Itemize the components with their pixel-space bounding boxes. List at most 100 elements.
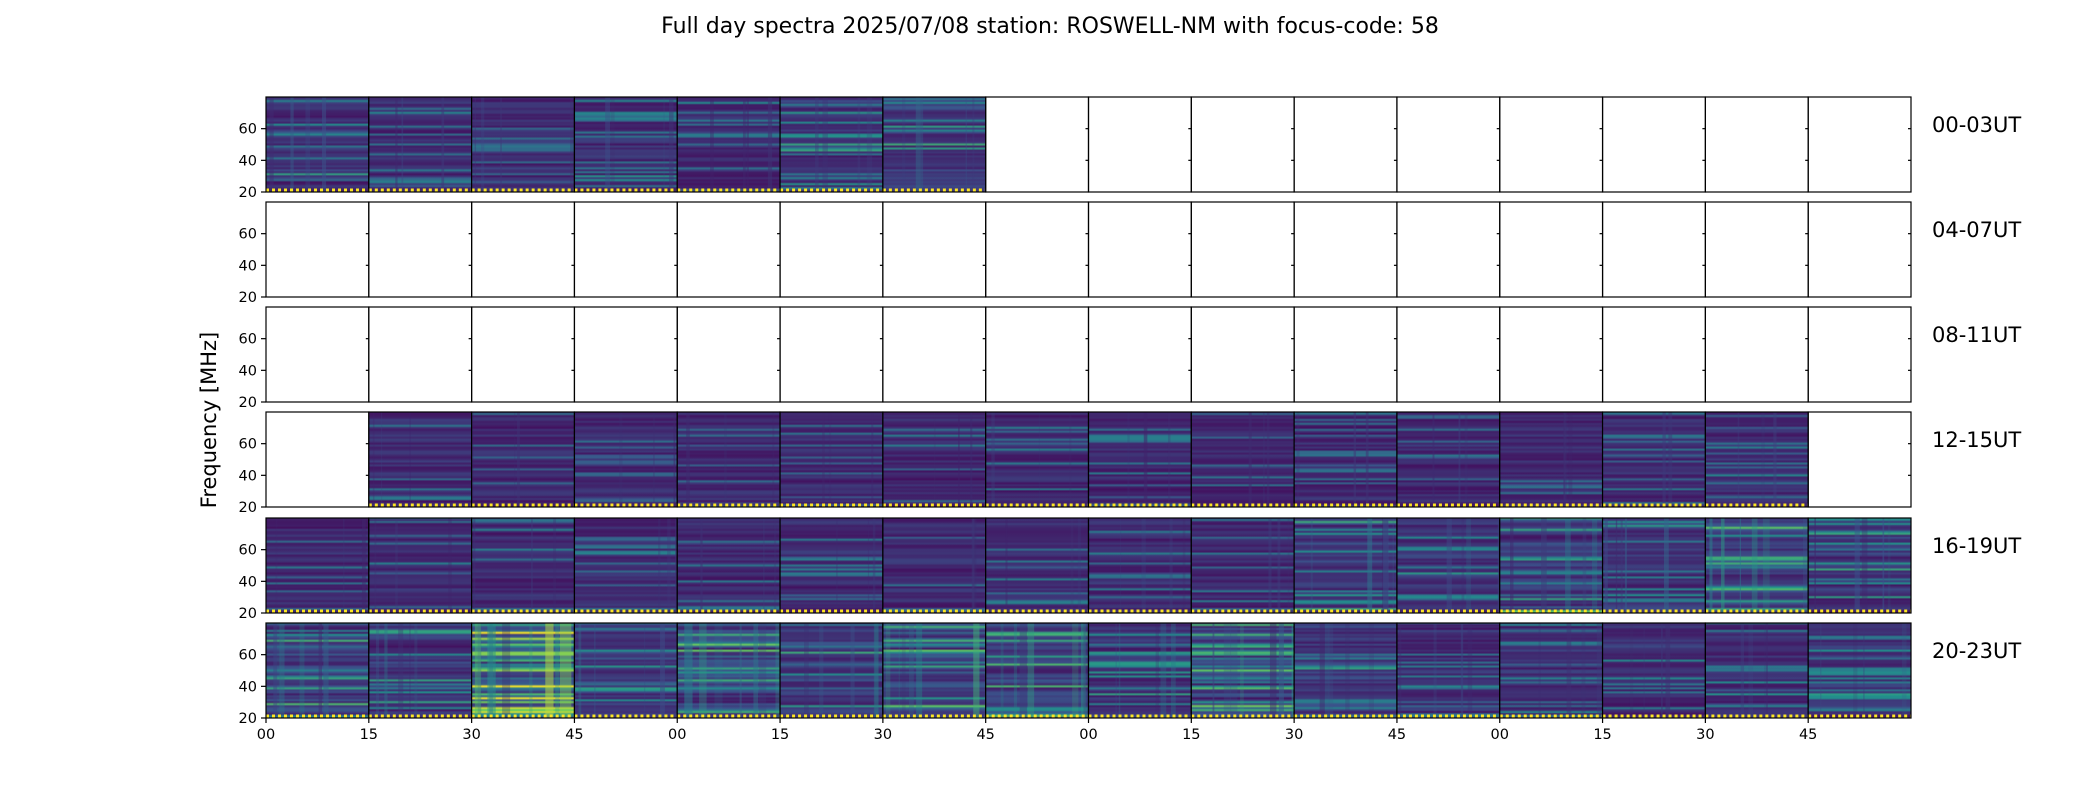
spectrum-streak <box>857 97 861 192</box>
y-tick-label: 20 <box>239 606 257 622</box>
panel-20-23UT-7 <box>882 622 987 719</box>
panel-08-11UT-10 <box>1190 306 1295 403</box>
spectrum-streak <box>1497 518 1500 613</box>
spectrum-streak <box>269 97 274 192</box>
panel-frame <box>1704 201 1809 298</box>
panel-frame <box>1396 306 1501 403</box>
spectrum-streak <box>746 97 749 192</box>
panel-frame <box>265 306 370 403</box>
spectrum-streak <box>570 97 575 192</box>
y-tick-label: 20 <box>239 395 257 411</box>
panel-20-23UT-16 <box>1807 622 1912 719</box>
panel-08-11UT-3 <box>471 306 576 403</box>
spectrum-streak <box>1663 518 1669 613</box>
spectrum-streak <box>739 623 742 718</box>
spectrum-cell <box>1191 518 1295 613</box>
spectrum-streak <box>1368 623 1374 718</box>
spectrum-streak <box>1277 518 1281 613</box>
spectrum-streak <box>305 97 311 192</box>
y-tick-label: 20 <box>239 500 257 516</box>
spectrum-streak <box>644 623 646 718</box>
spectrum-streak <box>714 623 723 718</box>
spectrum-streak <box>1310 518 1313 613</box>
panel-16-19UT-4 <box>573 517 678 614</box>
spectrum-streak <box>545 623 554 718</box>
x-axis-ticks: 00 15 30 45 00 15 30 45 00 15 30 45 00 15 30 45 <box>257 718 1817 743</box>
spectrum-streak <box>850 623 855 718</box>
spectrum-cell <box>368 412 472 507</box>
spectrum-streak <box>1392 518 1395 613</box>
panel-04-07UT-12 <box>1396 201 1501 298</box>
spectrum-cell <box>574 518 678 613</box>
spectrum-cell <box>1294 518 1397 613</box>
spectrum-streak <box>724 412 727 507</box>
spectrum-streak <box>553 518 557 613</box>
panel-08-11UT-9 <box>1087 306 1192 403</box>
y-tick-label: 20 <box>239 290 257 306</box>
spectrum-streak <box>1353 412 1357 507</box>
spectrum-cell <box>1088 518 1192 613</box>
spectrum-streak <box>481 97 485 192</box>
spectrum-streak <box>500 97 502 192</box>
spectrum-cell <box>1191 412 1295 507</box>
panel-00-03UT-4 <box>573 96 678 193</box>
x-tick-label: 30 <box>1696 727 1714 743</box>
spectrum-streak <box>1668 412 1673 507</box>
x-tick-label: 30 <box>1285 727 1303 743</box>
spectrum-cell <box>471 623 575 718</box>
spectrum-streak <box>1709 518 1713 613</box>
spectrum-streak <box>972 97 975 192</box>
spectrum-cell <box>985 518 1089 613</box>
row-20-23UT: 20 40 60 20-23UT <box>239 622 2021 727</box>
panel-12-15UT-10 <box>1190 411 1295 508</box>
spectrum-streak <box>477 623 482 718</box>
row-label: 08-11UT <box>1932 323 2021 347</box>
panel-frame <box>1087 201 1192 298</box>
spectrum-streak <box>409 412 411 507</box>
panel-00-03UT-12 <box>1396 96 1501 193</box>
spectrum-cell <box>1808 518 1911 613</box>
panel-frame <box>985 306 1090 403</box>
panel-08-11UT-15 <box>1704 306 1809 403</box>
spectrum-cell <box>1088 412 1192 507</box>
spectrum-streak <box>318 623 322 718</box>
spectrum-streak <box>1160 623 1167 718</box>
panel-04-07UT-9 <box>1087 201 1192 298</box>
spectrum-streak <box>668 97 674 192</box>
spectrum-streak <box>395 518 398 613</box>
spectrum-streak <box>686 412 690 507</box>
spectrum-streak <box>660 623 665 718</box>
spectrum-streak <box>971 518 975 613</box>
panel-00-03UT-13 <box>1499 96 1604 193</box>
panel-12-15UT-6 <box>779 411 884 508</box>
spectrum-streak <box>1661 623 1663 718</box>
spectrum-streak <box>767 97 773 192</box>
panel-12-15UT-16 <box>1807 411 1912 508</box>
spectrum-streak <box>822 412 825 507</box>
spectrum-streak <box>290 97 294 192</box>
panel-16-19UT-10 <box>1190 517 1295 614</box>
row-04-07UT: 20 40 60 04-07UT <box>239 201 2021 306</box>
spectrum-streak <box>1169 518 1173 613</box>
spectrum-streak <box>1263 412 1265 507</box>
x-tick-label: 15 <box>360 727 378 743</box>
spectrum-streak <box>619 412 623 507</box>
panel-20-23UT-12 <box>1396 622 1501 719</box>
spectrum-streak <box>1433 623 1437 718</box>
spectrum-streak <box>908 623 914 718</box>
panel-00-03UT-15 <box>1704 96 1809 193</box>
panel-04-07UT-1 <box>265 201 370 298</box>
spectrum-streak <box>502 623 511 718</box>
x-tick-label: 45 <box>976 727 994 743</box>
spectrum-streak <box>323 623 329 718</box>
spectrum-streak <box>902 97 906 192</box>
x-tick-label: 30 <box>874 727 892 743</box>
spectrum-streak <box>684 623 693 718</box>
row-label: 04-07UT <box>1932 218 2021 242</box>
panel-20-23UT-9 <box>1087 622 1192 719</box>
spectrum-streak <box>970 412 973 507</box>
spectrum-cell <box>780 518 883 613</box>
x-tick-label: 30 <box>462 727 480 743</box>
panel-04-07UT-6 <box>779 201 884 298</box>
spectrum-streak <box>401 97 404 192</box>
